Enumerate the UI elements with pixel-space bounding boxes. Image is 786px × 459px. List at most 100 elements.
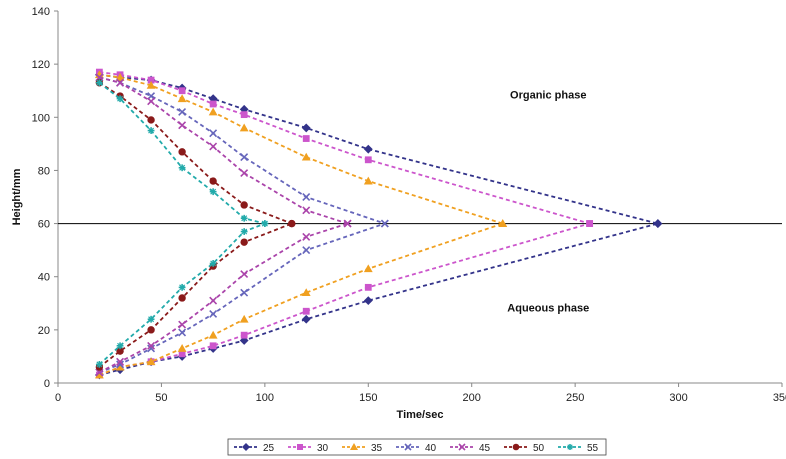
data-point (404, 443, 412, 451)
series-line-upper (99, 76, 386, 225)
x-axis-title: Time/sec (397, 409, 444, 421)
data-point (301, 123, 311, 133)
data-point (209, 309, 218, 318)
data-point (116, 357, 125, 366)
y-tick-label: 120 (32, 59, 50, 71)
legend-label: 45 (479, 443, 491, 454)
data-point (363, 264, 373, 273)
data-point-stroke (148, 316, 155, 323)
data-point (240, 153, 249, 162)
data-point-stroke (261, 220, 268, 227)
x-tick-label: 50 (155, 392, 167, 404)
data-point-stroke (302, 246, 311, 255)
data-point-stroke (178, 108, 187, 116)
data-point (178, 164, 186, 172)
data-point (363, 144, 373, 154)
data-point (178, 350, 186, 358)
data-point (240, 169, 249, 178)
y-tick-label: 0 (44, 378, 50, 390)
data-point-stroke (147, 344, 156, 353)
data-point-stroke (567, 444, 573, 450)
data-point (116, 95, 124, 103)
data-point (146, 357, 156, 366)
legend-label: 55 (587, 443, 599, 454)
data-point (147, 127, 155, 134)
data-point (178, 328, 187, 337)
data-point-stroke (95, 368, 104, 377)
data-point (364, 156, 372, 164)
data-point (301, 314, 311, 324)
data-point (240, 214, 248, 222)
series-55 (95, 79, 269, 368)
data-point (147, 341, 156, 350)
legend-label: 40 (425, 443, 437, 454)
data-point (178, 121, 187, 130)
data-point (177, 94, 187, 103)
annotation-label: Organic phase (510, 90, 586, 102)
data-point-stroke (209, 129, 218, 138)
x-tick-label: 100 (256, 392, 274, 404)
data-point (239, 336, 249, 345)
data-point (147, 76, 155, 84)
y-tick-label: 40 (38, 272, 50, 284)
x-tick-label: 0 (55, 392, 61, 404)
data-point (301, 152, 311, 161)
data-point (240, 111, 248, 119)
y-tick-label: 140 (32, 6, 50, 18)
data-point (301, 288, 311, 297)
data-point (297, 444, 303, 450)
data-point (209, 100, 217, 108)
data-point-stroke (178, 121, 187, 130)
x-tick-label: 250 (566, 392, 584, 404)
data-point (240, 331, 248, 339)
y-tick-label: 80 (38, 165, 50, 177)
data-point (240, 201, 248, 209)
series-35 (94, 70, 508, 379)
y-axis-title: Height/mm (11, 168, 23, 225)
data-point (302, 307, 310, 315)
data-point (209, 342, 217, 350)
legend-label: 50 (533, 443, 545, 454)
data-point (177, 344, 187, 352)
data-point-stroke (96, 361, 103, 368)
data-point-stroke (241, 228, 248, 235)
data-point-stroke (179, 164, 186, 171)
data-point (209, 260, 217, 267)
data-point-stroke (178, 320, 187, 329)
series-line-upper (99, 76, 348, 225)
data-point (567, 444, 573, 450)
data-point-stroke (179, 284, 186, 291)
data-point-stroke (178, 328, 187, 337)
data-point-stroke (458, 443, 466, 451)
data-point-stroke (343, 219, 352, 228)
x-tick-label: 350 (773, 392, 786, 404)
data-point-stroke (302, 232, 311, 241)
x-tick-label: 300 (669, 392, 687, 404)
legend-label: 25 (263, 443, 275, 454)
data-point-stroke (380, 219, 389, 228)
annotation-label: Aqueous phase (507, 302, 589, 314)
y-tick-label: 100 (32, 112, 50, 124)
data-point (240, 288, 249, 297)
data-point (302, 193, 311, 201)
data-point (147, 344, 156, 353)
series-45 (95, 73, 352, 377)
data-point (208, 330, 218, 339)
data-point-stroke (96, 79, 103, 86)
data-point (586, 220, 594, 227)
data-point (115, 73, 125, 81)
data-point (147, 326, 155, 334)
data-point (364, 283, 372, 291)
data-point (116, 347, 124, 355)
data-point (363, 296, 373, 306)
data-point (95, 361, 103, 368)
data-point (261, 220, 269, 227)
data-point-stroke (117, 95, 124, 102)
series-line-lower (98, 222, 266, 366)
data-point (146, 81, 156, 89)
data-point (209, 296, 218, 305)
data-point-stroke (148, 127, 155, 134)
series-line-lower (99, 222, 590, 376)
